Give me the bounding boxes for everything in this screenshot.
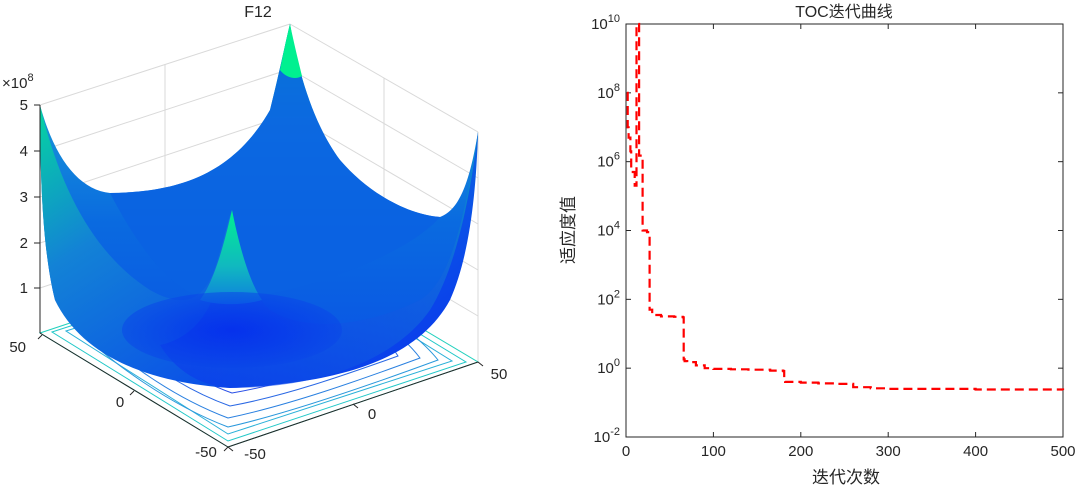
y-tick-label: 1010 — [591, 13, 620, 33]
x-tick-label: -50 — [244, 446, 266, 463]
z-tick-label: 4 — [20, 143, 28, 160]
y-tick-label: 106 — [597, 151, 620, 171]
x-tick-label: 0 — [622, 443, 630, 460]
x-axis: 0 100 200 300 400 500 — [622, 24, 1076, 460]
convergence-line — [626, 22, 1065, 391]
y-tick-label: -50 — [195, 444, 217, 461]
x-tick-label: 100 — [701, 443, 726, 460]
x-tick-label: 300 — [876, 443, 901, 460]
x-tick-label: 200 — [788, 443, 813, 460]
z-tick-label: 5 — [20, 97, 28, 114]
y-tick-label: 50 — [9, 339, 26, 356]
x-tick-label: 500 — [1050, 443, 1075, 460]
y-tick-label: 104 — [597, 220, 620, 240]
plot-frame — [625, 23, 1064, 438]
surface-plot: F12 — [2, 4, 507, 463]
x-axis-label: 迭代次数 — [812, 468, 880, 487]
y-axis: 1010 108 106 104 102 100 10-2 — [591, 13, 1063, 446]
y-tick-label: 108 — [597, 82, 620, 102]
surface-mesh — [40, 24, 478, 388]
surface-axes — [34, 104, 484, 452]
convergence-plot: TOC迭代曲线 1010 108 106 104 102 100 10-2 0 100 200 3… — [559, 3, 1076, 487]
x-tick-label: 50 — [491, 366, 508, 383]
y-axis-label: 适应度值 — [559, 196, 578, 264]
z-tick-label: 1 — [20, 280, 28, 297]
y-tick-label: 0 — [116, 394, 124, 411]
surface-title: F12 — [244, 4, 272, 21]
x-tick-label: 400 — [963, 443, 988, 460]
y-tick-label: 100 — [597, 357, 620, 377]
z-tick-label: 2 — [20, 235, 28, 252]
z-tick-label: 3 — [20, 189, 28, 206]
y-tick-label: 10-2 — [594, 426, 620, 446]
svg-text:×108: ×108 — [2, 72, 34, 92]
x-tick-label: 0 — [368, 406, 376, 423]
y-tick-label: 102 — [597, 288, 620, 308]
z-exponent-label: ×108 — [2, 72, 34, 92]
convergence-title: TOC迭代曲线 — [795, 3, 893, 21]
